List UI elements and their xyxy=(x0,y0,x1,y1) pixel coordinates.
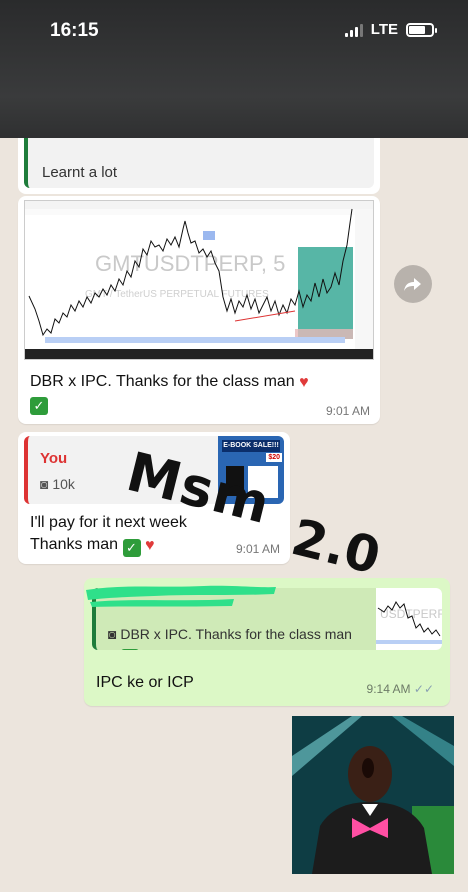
check-mark-emoji: ✓ xyxy=(30,397,48,415)
thumbnail-sale-banner: E-BOOK SALE!!! xyxy=(222,440,280,452)
message-time: 9:01 AM xyxy=(325,404,370,418)
heart-on-fire-emoji: ♥ xyxy=(144,537,155,554)
camera-icon: ◙ xyxy=(40,476,49,492)
message-time: 9:01 AM xyxy=(235,542,280,556)
redaction-scribble xyxy=(86,585,276,607)
thumbnail-chart-label: USDTPERF xyxy=(380,607,442,621)
network-label: LTE xyxy=(370,21,398,38)
reply-quote[interactable]: You ◙ 10k E-BOOK SALE!!! $20 xyxy=(24,436,284,504)
forward-button[interactable] xyxy=(394,265,432,303)
quote-text: 10k xyxy=(52,476,75,492)
message-line-2: Thanks man xyxy=(30,536,119,553)
clock: 16:15 xyxy=(50,20,99,41)
sticker-image[interactable] xyxy=(292,716,454,874)
message-text: DBR x IPC. Thanks for the class man ♥ ✓ xyxy=(30,372,370,415)
message-text: IPC ke or ICP xyxy=(96,674,194,691)
check-mark-emoji: ✓ xyxy=(121,649,140,650)
quote-thumbnail: E-BOOK SALE!!! $20 xyxy=(218,436,284,504)
reply-quote[interactable]: ◙ DBR x IPC. Thanks for the class man ♥ … xyxy=(92,588,442,650)
status-bar: 16:15 LTE xyxy=(0,0,468,138)
reply-quote: Learnt a lot xyxy=(24,138,374,188)
quote-text-wrap: ◙ DBR x IPC. Thanks for the class man ♥ … xyxy=(108,624,378,650)
quote-thumbnail: USDTPERF xyxy=(376,588,442,650)
chart-image[interactable]: GMTUSDTPERP, 5 GMT / TetherUS PERPETUAL … xyxy=(24,200,374,360)
message-outgoing[interactable]: ◙ DBR x IPC. Thanks for the class man ♥ … xyxy=(84,578,450,706)
message-line-1: I'll pay for it next week xyxy=(30,514,187,531)
chart-watermark-subtitle: GMT / TetherUS PERPETUAL FUTURES xyxy=(85,289,269,300)
message-reply-you[interactable]: You ◙ 10k E-BOOK SALE!!! $20 I'll pay fo… xyxy=(18,432,290,564)
quote-author: You xyxy=(40,450,68,467)
chart-watermark-title: GMTUSDTPERP, 5 xyxy=(95,251,285,276)
thumbnail-book xyxy=(226,466,244,496)
camera-icon: ◙ xyxy=(108,626,117,642)
status-icons: LTE xyxy=(344,21,437,38)
message-text: I'll pay for it next week Thanks man ✓ ♥ xyxy=(30,512,187,557)
message-time: 9:14 AM ✓✓ xyxy=(367,682,434,696)
heart-on-fire-emoji: ♥ xyxy=(108,646,118,650)
thumbnail-page xyxy=(248,466,278,498)
quoted-message-partial[interactable]: Learnt a lot xyxy=(18,138,380,194)
heart-on-fire-emoji: ♥ xyxy=(299,374,309,391)
message-time-text: 9:14 AM xyxy=(366,682,411,696)
read-receipt-icon: ✓✓ xyxy=(413,682,434,696)
battery-icon xyxy=(406,22,437,37)
check-mark-emoji: ✓ xyxy=(122,539,141,557)
thumbnail-price: $20 xyxy=(266,453,282,462)
quote-photo-label: ◙ 10k xyxy=(40,476,75,492)
quote-text: DBR x IPC. Thanks for the class man xyxy=(120,626,352,642)
forward-icon xyxy=(404,278,421,291)
signal-icon xyxy=(344,23,363,37)
message-chart[interactable]: GMTUSDTPERP, 5 GMT / TetherUS PERPETUAL … xyxy=(18,196,380,424)
quote-text: Learnt a lot xyxy=(42,164,118,181)
message-text-content: DBR x IPC. Thanks for the class man xyxy=(30,373,295,390)
